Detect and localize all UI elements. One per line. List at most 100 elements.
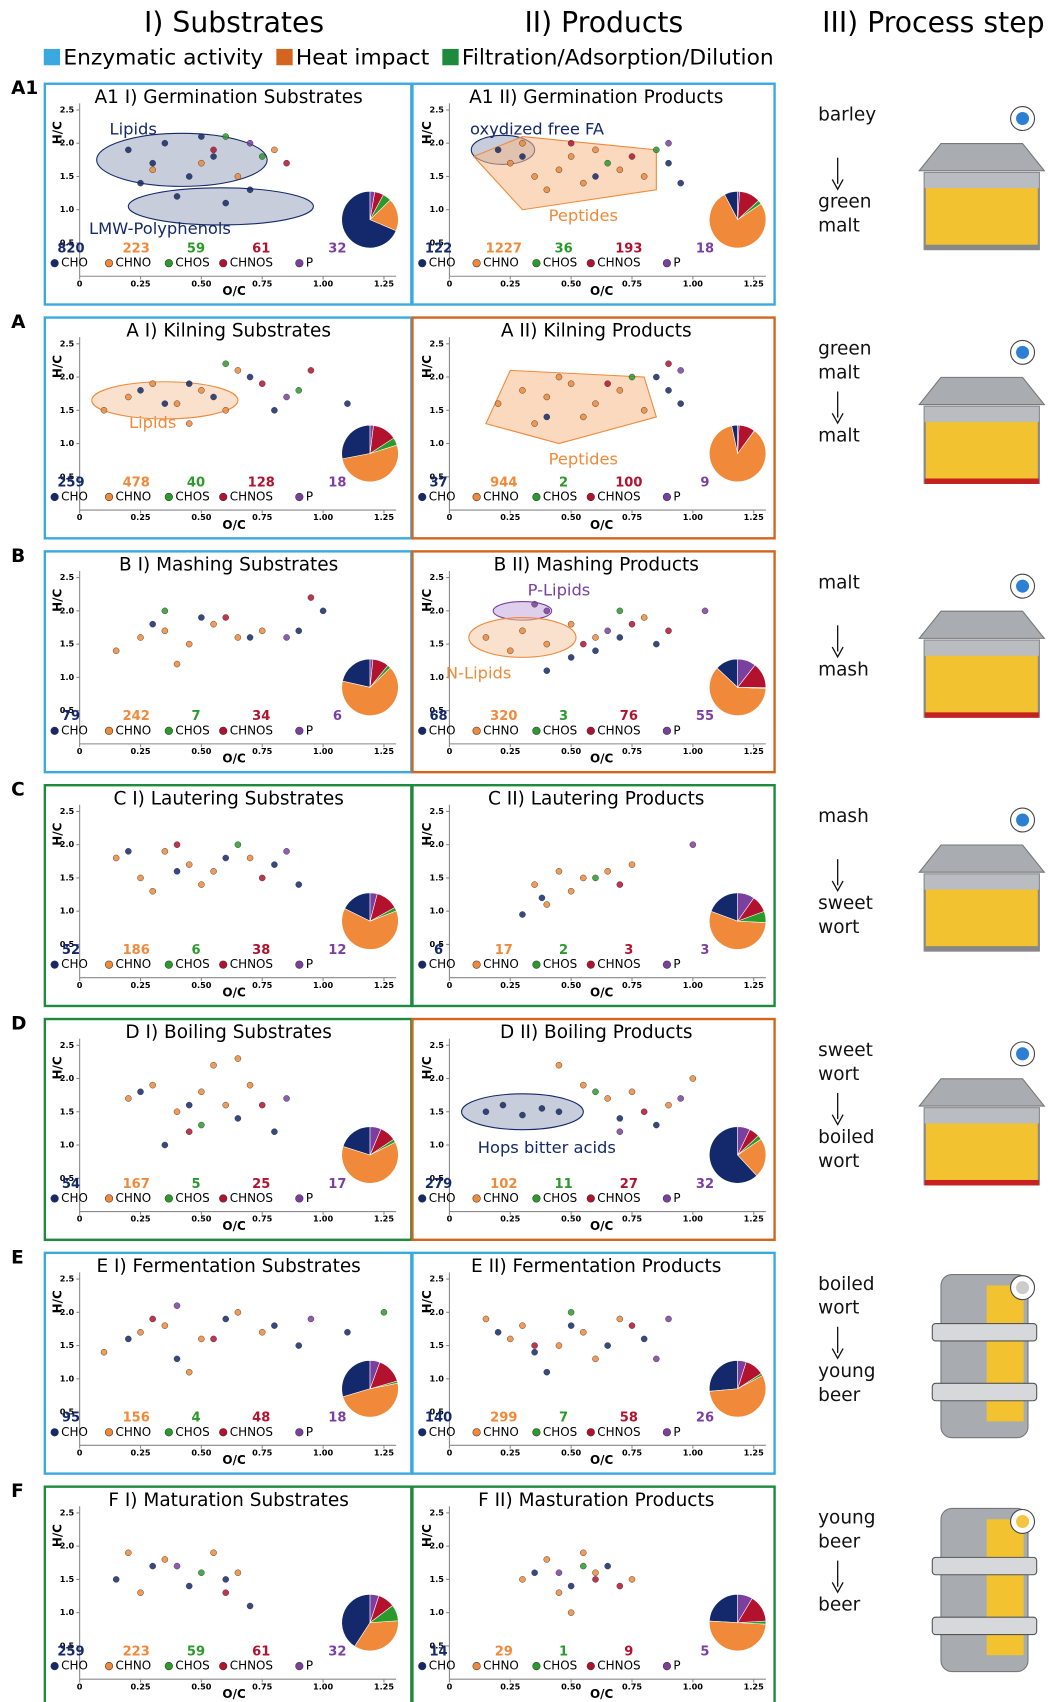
class-marker — [418, 1428, 426, 1436]
x-tick-label: 0.50 — [191, 746, 211, 756]
y-tick-label: 2.5 — [430, 1507, 445, 1517]
annotation-label: P-Lipids — [528, 580, 591, 599]
tank-ring — [932, 1617, 1036, 1634]
class-marker — [51, 961, 59, 969]
class-label: CHNO — [116, 723, 152, 737]
annotation-region — [474, 137, 657, 210]
data-point — [308, 1316, 314, 1322]
count-label: 27 — [620, 1177, 638, 1192]
count-label: 1227 — [486, 242, 522, 257]
class-label: P — [673, 256, 680, 270]
y-tick-label: 2.5 — [60, 806, 75, 816]
data-point — [125, 1550, 131, 1556]
data-point — [629, 1323, 635, 1329]
data-point — [125, 848, 131, 854]
data-point — [507, 160, 513, 166]
data-point — [556, 868, 562, 874]
data-point — [605, 160, 611, 166]
process-label: sweet wort — [818, 892, 894, 940]
data-point — [629, 1576, 635, 1582]
data-point — [259, 153, 265, 159]
x-tick-label: 1.25 — [374, 512, 394, 522]
data-point — [211, 394, 217, 400]
panel-frame — [45, 785, 412, 1006]
count-label: 122 — [425, 242, 452, 257]
count-label: 820 — [57, 242, 84, 257]
count-label: 5 — [191, 1177, 200, 1192]
data-point — [544, 394, 550, 400]
x-tick-label: 0.25 — [500, 1681, 520, 1691]
y-tick-label: 2.5 — [60, 572, 75, 582]
x-tick-label: 0.75 — [622, 512, 642, 522]
class-marker — [296, 1662, 304, 1670]
y-tick-label: 1.5 — [60, 872, 75, 882]
x-tick-label: 1.00 — [313, 1447, 333, 1457]
class-label: CHNO — [483, 1659, 519, 1673]
y-tick-label: 1.0 — [60, 1607, 75, 1617]
data-point — [150, 381, 156, 387]
data-point — [544, 1556, 550, 1562]
data-point — [381, 1309, 387, 1315]
count-label: 193 — [615, 242, 642, 257]
x-tick-label: 0 — [77, 1447, 83, 1457]
x-tick-label: 0 — [447, 1214, 453, 1224]
data-point — [211, 1062, 217, 1068]
class-marker — [663, 727, 671, 735]
count-label: 37 — [429, 475, 447, 490]
column-title: III) Process step — [822, 6, 1044, 39]
data-point — [592, 875, 598, 881]
data-point — [556, 374, 562, 380]
panel-frame — [412, 1019, 774, 1240]
class-label: CHOS — [175, 957, 209, 971]
data-point — [211, 868, 217, 874]
equipment-hood — [919, 144, 1044, 171]
data-point — [235, 173, 241, 179]
class-label: CHO — [429, 1659, 456, 1673]
x-axis-title: O/C — [590, 1453, 613, 1467]
class-marker — [51, 493, 59, 501]
process-stage: malt — [818, 571, 905, 625]
class-marker — [165, 493, 173, 501]
data-point — [592, 1089, 598, 1095]
class-marker — [219, 961, 227, 969]
x-tick-label: 0.75 — [622, 278, 642, 288]
class-label: CHNOS — [230, 1425, 273, 1439]
y-tick-label: 1.5 — [430, 1574, 445, 1584]
y-tick-label: 2.5 — [430, 104, 445, 114]
class-marker — [533, 727, 541, 735]
data-point — [653, 147, 659, 153]
data-point — [617, 387, 623, 393]
equipment-hood — [919, 1079, 1044, 1106]
data-point — [150, 621, 156, 627]
class-marker — [51, 1195, 59, 1203]
data-point — [198, 387, 204, 393]
panel-title: A II) Kilning Products — [501, 321, 692, 342]
x-tick-label: 0 — [447, 278, 453, 288]
data-point — [592, 401, 598, 407]
y-tick-label: 1.0 — [430, 1140, 445, 1150]
panel-title: E II) Fermentation Products — [471, 1256, 721, 1277]
process-icon-inner — [1016, 1281, 1029, 1294]
data-point — [532, 1570, 538, 1576]
data-point — [150, 1563, 156, 1569]
data-point — [678, 180, 684, 186]
data-point — [556, 167, 562, 173]
y-tick-label: 1.0 — [60, 438, 75, 448]
process-label: boiled wort — [818, 1126, 894, 1174]
data-point — [186, 641, 192, 647]
y-tick-label: 1.0 — [430, 1607, 445, 1617]
class-marker — [418, 1195, 426, 1203]
data-point — [629, 374, 635, 380]
data-point — [519, 1576, 525, 1582]
count-label: 478 — [123, 475, 150, 490]
panel-title: B I) Mashing Substrates — [119, 555, 338, 576]
panel-title: D II) Boiling Products — [500, 1022, 692, 1043]
data-point — [211, 621, 217, 627]
x-axis-title: O/C — [590, 518, 613, 532]
equipment-base — [925, 1180, 1039, 1185]
class-marker — [296, 259, 304, 267]
panel: D I) Boiling Substrates00.250.500.751.00… — [45, 1019, 412, 1240]
data-point — [101, 1349, 107, 1355]
data-point — [556, 1343, 562, 1349]
class-label: CHNOS — [230, 723, 273, 737]
